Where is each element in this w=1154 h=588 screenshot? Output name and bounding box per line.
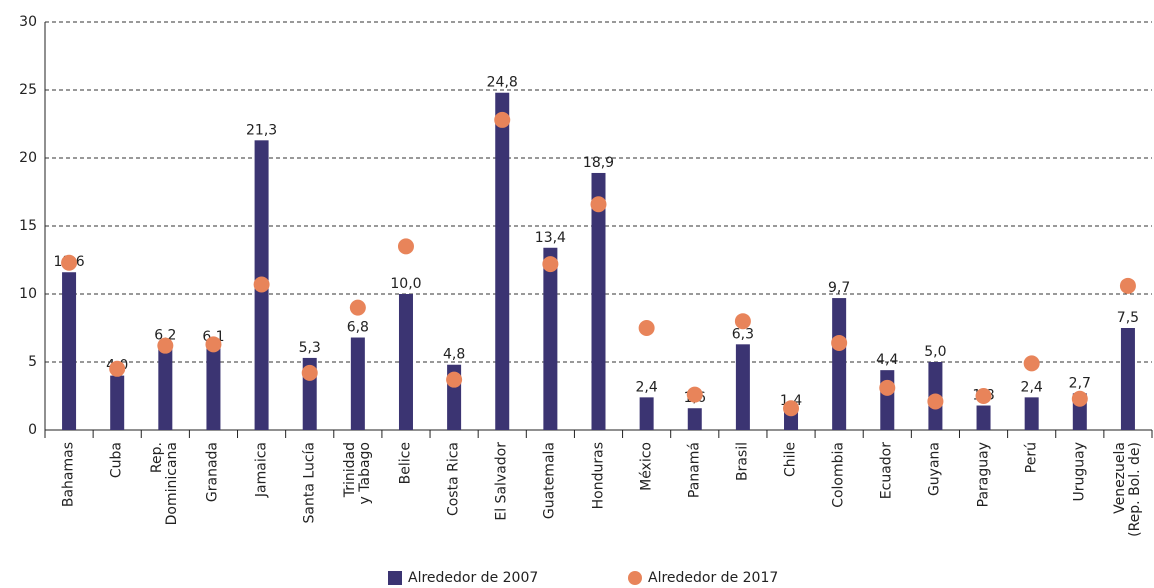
value-label: 4,4: [876, 352, 898, 368]
x-tick-label: Costa Rica: [445, 442, 462, 517]
dot: [1071, 390, 1088, 407]
x-tick-label: Uruguay: [1071, 442, 1088, 502]
value-label: 18,9: [583, 155, 614, 171]
dot: [61, 254, 78, 271]
bar: [206, 347, 221, 430]
dot: [590, 196, 607, 213]
x-tick-label: Perú: [1023, 442, 1040, 474]
value-label: 9,7: [828, 280, 850, 296]
y-tick-label: 30: [19, 14, 37, 30]
dot: [783, 400, 800, 417]
x-tick-label: Cuba: [108, 442, 125, 479]
bar: [591, 172, 606, 430]
x-tick-label: Santa Lucía: [301, 442, 318, 524]
legend-label: Alrededor de 2007: [408, 570, 538, 586]
bar: [110, 375, 125, 430]
bar: [1120, 328, 1135, 430]
bar: [158, 345, 173, 430]
x-tick-label: Paraguay: [975, 442, 992, 508]
x-tick-label: Panamá: [686, 442, 703, 499]
dot: [397, 238, 414, 255]
x-tick-label: Belice: [397, 442, 414, 485]
dot: [831, 334, 848, 351]
x-tick-label: Bahamas: [60, 442, 77, 508]
x-tick-label: Venezuela (Rep. Bol. de): [1111, 442, 1143, 537]
legend-label: Alrededor de 2017: [648, 570, 778, 586]
value-label: 2,7: [1069, 375, 1091, 391]
legend-swatch: [388, 571, 402, 585]
x-tick-label: Rep. Dominicana: [149, 442, 181, 526]
x-tick-label: Brasil: [734, 442, 751, 482]
x-tick-label: Trinidad y Tabago: [341, 442, 373, 505]
bar: [350, 337, 365, 430]
value-label: 10,0: [390, 276, 421, 292]
legend-swatch: [628, 571, 642, 585]
value-label: 6,8: [347, 320, 369, 336]
dot: [157, 337, 174, 354]
value-label: 6,3: [732, 326, 754, 342]
x-tick-label: Chile: [782, 442, 799, 478]
dot: [253, 276, 270, 293]
bar: [62, 272, 77, 430]
value-label: 2,4: [635, 379, 657, 395]
y-tick-label: 20: [19, 150, 37, 166]
x-tick-label: Granada: [204, 442, 221, 503]
dot: [638, 320, 655, 336]
dot: [1119, 277, 1136, 294]
value-label: 21,3: [246, 122, 277, 138]
dot: [109, 360, 126, 377]
x-tick-label: Ecuador: [878, 442, 895, 500]
y-tick-label: 25: [19, 82, 37, 98]
value-label: 5,3: [299, 340, 321, 356]
x-tick-label: Colombia: [830, 442, 847, 508]
value-label: 2,4: [1021, 379, 1043, 395]
bar: [1024, 397, 1039, 430]
dot: [301, 364, 318, 381]
dot: [349, 299, 366, 316]
value-label: 24,8: [487, 75, 518, 91]
x-tick-label: Guyana: [926, 442, 943, 497]
value-label: 5,0: [924, 344, 946, 360]
bar: [495, 92, 510, 430]
bar: [976, 405, 991, 430]
value-label: 7,5: [1117, 310, 1139, 326]
x-tick-label: Guatemala: [541, 442, 558, 520]
bar: [398, 294, 413, 430]
bar: [543, 247, 558, 430]
x-tick-label: El Salvador: [493, 442, 510, 521]
dot: [686, 386, 703, 403]
x-tick-label: Jamaica: [253, 442, 270, 498]
x-tick-label: México: [638, 442, 655, 491]
bar: [735, 344, 750, 430]
y-tick-label: 15: [19, 218, 37, 234]
y-tick-label: 10: [19, 286, 37, 302]
dot: [975, 388, 992, 404]
dot: [542, 256, 559, 273]
y-tick-label: 0: [28, 422, 37, 438]
dot: [205, 336, 222, 353]
bar: [784, 410, 799, 430]
bar: [639, 397, 654, 430]
dot: [1023, 355, 1040, 372]
dot: [446, 371, 463, 388]
value-label: 13,4: [535, 230, 566, 246]
dot: [734, 313, 751, 330]
y-tick-label: 5: [28, 354, 37, 370]
bar: [687, 408, 702, 430]
bar: [880, 370, 895, 430]
value-label: 4,8: [443, 347, 465, 363]
x-tick-label: Honduras: [590, 442, 606, 510]
dot: [494, 111, 511, 128]
dot: [879, 379, 896, 396]
value-label: 6,2: [154, 328, 176, 344]
dot: [927, 393, 944, 410]
bar: [832, 298, 847, 430]
